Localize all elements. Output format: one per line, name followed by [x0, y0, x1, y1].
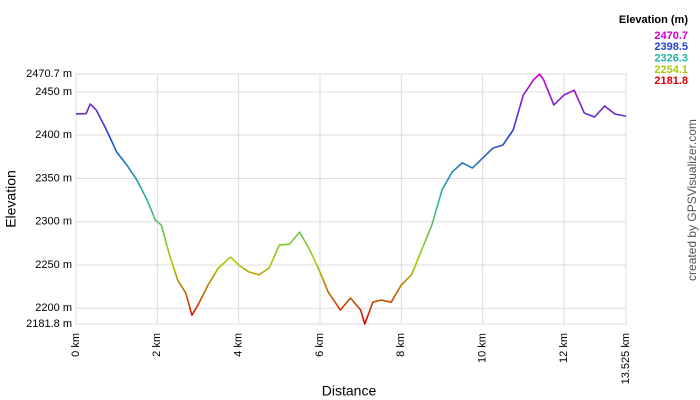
y-tick-label: 2181.8 m — [26, 318, 72, 330]
x-axis-title: Distance — [322, 383, 377, 399]
y-tick-label: 2400 m — [35, 129, 72, 141]
legend-value: 2470.7 — [654, 30, 688, 42]
x-tick-label: 12 km — [558, 333, 570, 363]
x-tick-label: 10 km — [477, 333, 489, 363]
plot-frame — [75, 73, 627, 325]
legend-value: 2326.3 — [654, 53, 688, 65]
legend-title: Elevation (m) — [619, 14, 688, 26]
y-tick-label: 2350 m — [35, 172, 72, 184]
legend-value: 2181.8 — [654, 75, 688, 87]
y-axis-title: Elevation — [3, 170, 19, 228]
y-tick-label: 2450 m — [35, 86, 72, 98]
x-tick-label: 13.525 km — [620, 333, 632, 384]
x-tick-label: 8 km — [395, 333, 407, 357]
legend-value: 2254.1 — [654, 64, 688, 76]
credit: created by GPSVisualizer.com — [685, 119, 699, 281]
y-tick-label: 2200 m — [35, 302, 72, 314]
x-tick-label: 6 km — [314, 333, 326, 357]
legend-value: 2398.5 — [654, 41, 688, 53]
x-tick-label: 4 km — [233, 333, 245, 357]
y-tick-label: 2250 m — [35, 259, 72, 271]
x-tick-label: 2 km — [151, 333, 163, 357]
elevation-line — [75, 73, 627, 325]
y-tick-label: 2470.7 m — [26, 68, 72, 80]
x-tick-label: 0 km — [70, 333, 82, 357]
y-tick-label: 2300 m — [35, 216, 72, 228]
